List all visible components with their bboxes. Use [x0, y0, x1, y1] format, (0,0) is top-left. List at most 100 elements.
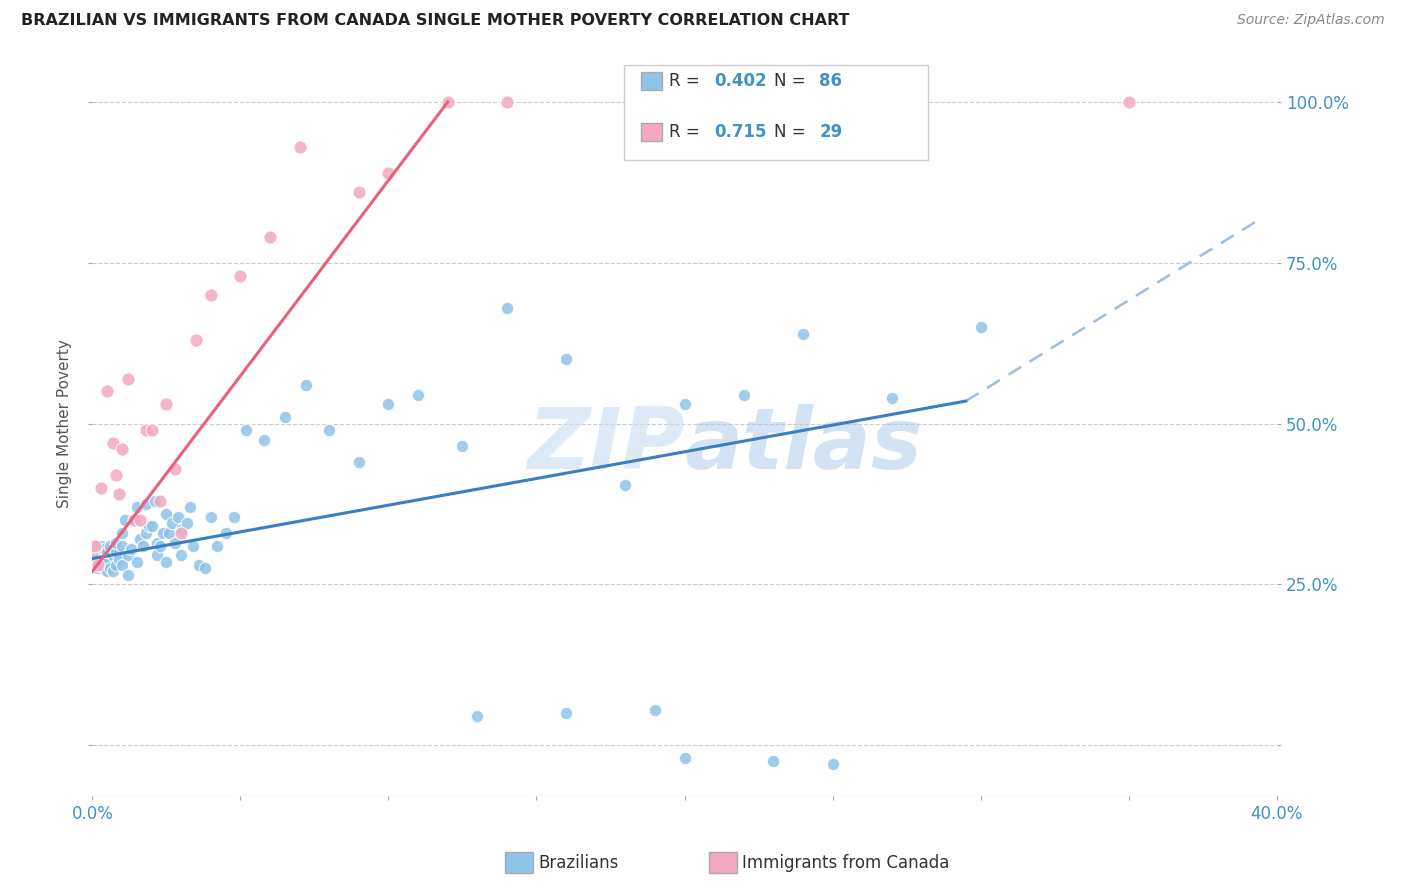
Text: R =: R =	[669, 72, 704, 90]
Point	[84, 555, 107, 569]
Point	[294, 378, 316, 392]
Point	[101, 549, 124, 563]
Point	[555, 352, 578, 367]
Point	[146, 535, 169, 549]
Point	[90, 558, 112, 572]
Point	[82, 549, 104, 563]
Point	[436, 95, 458, 109]
Point	[108, 487, 131, 501]
Point	[157, 525, 180, 540]
Point	[87, 561, 110, 575]
Point	[614, 477, 637, 491]
Point	[131, 539, 153, 553]
Point	[114, 513, 136, 527]
Point	[644, 703, 666, 717]
Point	[149, 493, 172, 508]
Point	[141, 423, 163, 437]
Point	[205, 539, 228, 553]
Point	[1118, 95, 1140, 109]
Point	[229, 268, 252, 283]
Point	[111, 525, 134, 540]
Point	[821, 757, 844, 772]
Point	[673, 397, 696, 411]
Point	[288, 140, 311, 154]
Point	[138, 519, 160, 533]
Point	[93, 561, 115, 575]
Text: atlas: atlas	[685, 404, 922, 487]
Point	[451, 439, 474, 453]
Point	[98, 561, 121, 575]
Point	[135, 497, 157, 511]
Point	[170, 523, 193, 537]
Point	[200, 288, 222, 302]
Text: Immigrants from Canada: Immigrants from Canada	[742, 854, 949, 871]
Point	[87, 551, 110, 566]
Point	[125, 555, 148, 569]
Point	[122, 513, 145, 527]
Point	[84, 539, 107, 553]
Point	[105, 558, 128, 572]
Point	[347, 185, 370, 199]
Point	[762, 754, 785, 768]
Point	[125, 500, 148, 515]
Point	[152, 525, 174, 540]
Point	[143, 493, 166, 508]
Point	[170, 525, 193, 540]
Point	[82, 539, 104, 553]
Point	[101, 565, 124, 579]
Point	[135, 423, 157, 437]
Point	[96, 384, 118, 399]
Point	[120, 541, 142, 556]
Point	[176, 516, 198, 531]
Point	[141, 519, 163, 533]
Point	[111, 539, 134, 553]
Point	[90, 549, 112, 563]
Point	[194, 561, 217, 575]
Point	[496, 301, 519, 315]
Point	[969, 320, 991, 334]
Point	[200, 509, 222, 524]
Point	[347, 455, 370, 469]
Point	[98, 539, 121, 553]
Point	[274, 410, 297, 425]
Point	[105, 468, 128, 483]
Point	[96, 565, 118, 579]
Point	[82, 549, 104, 563]
Text: Brazilians: Brazilians	[538, 854, 619, 871]
Point	[87, 541, 110, 556]
Point	[96, 545, 118, 559]
Text: N =: N =	[775, 72, 811, 90]
Point	[149, 539, 172, 553]
Point	[170, 549, 193, 563]
Point	[733, 387, 755, 401]
Point	[122, 513, 145, 527]
Point	[135, 525, 157, 540]
Point	[105, 545, 128, 559]
Point	[496, 95, 519, 109]
Point	[93, 551, 115, 566]
Text: Source: ZipAtlas.com: Source: ZipAtlas.com	[1237, 13, 1385, 28]
Point	[90, 539, 112, 553]
Point	[96, 555, 118, 569]
Point	[555, 706, 578, 720]
Point	[93, 541, 115, 556]
Point	[187, 558, 209, 572]
Point	[792, 326, 814, 341]
Point	[82, 551, 104, 566]
Point	[111, 442, 134, 457]
Point	[155, 397, 177, 411]
Point	[162, 516, 184, 531]
Point	[377, 397, 399, 411]
Point	[214, 525, 236, 540]
Point	[117, 371, 139, 385]
Point	[108, 551, 131, 566]
Point	[181, 539, 204, 553]
Point	[105, 535, 128, 549]
Point	[253, 433, 276, 447]
Point	[179, 500, 201, 515]
Point	[128, 533, 150, 547]
Point	[259, 230, 281, 244]
Point	[101, 435, 124, 450]
Point	[84, 545, 107, 559]
Point	[155, 555, 177, 569]
